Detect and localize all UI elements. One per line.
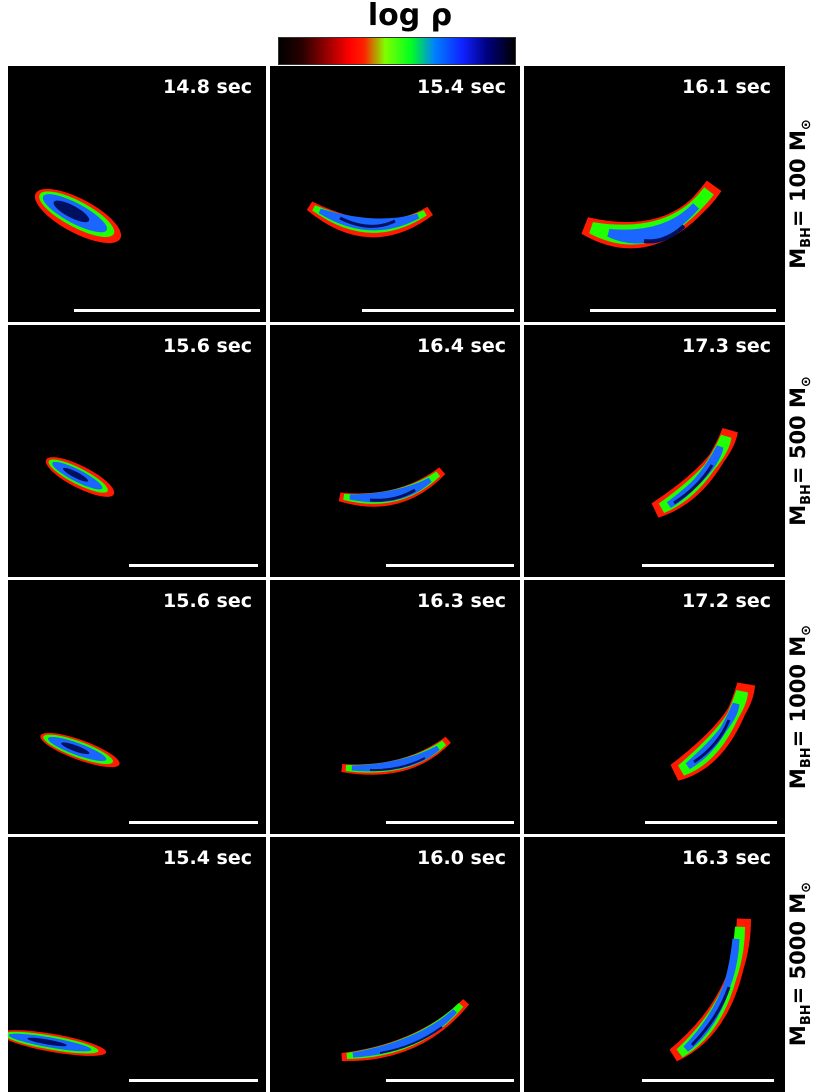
scale-bar [362, 309, 514, 312]
panel-r2c2: 17.2 sec [524, 580, 785, 834]
panel-time-label: 17.3 sec [682, 335, 771, 357]
panel-time-label: 16.1 sec [682, 76, 771, 98]
scale-bar [129, 1079, 258, 1082]
panel-grid: 14.8 sec 15.4 sec 16.1 sec [0, 66, 785, 1092]
density-blob [338, 467, 446, 507]
density-blob [341, 999, 470, 1062]
panel-r2c0: 15.6 sec [8, 580, 266, 834]
panel-time-label: 15.6 sec [163, 335, 252, 357]
scale-bar [590, 309, 776, 312]
panel-time-label: 15.4 sec [417, 76, 506, 98]
panel-r1c2: 17.3 sec [524, 325, 785, 577]
density-blob [45, 457, 115, 497]
density-blob [34, 188, 122, 244]
scale-bar [645, 821, 777, 824]
scale-bar [74, 309, 260, 312]
panel-r3c1: 16.0 sec [270, 837, 520, 1092]
density-blob [669, 918, 751, 1062]
panel-time-label: 14.8 sec [163, 76, 252, 98]
colorbar-gradient [278, 37, 516, 65]
panel-r0c1: 15.4 sec [270, 66, 520, 322]
panel-r3c0: 15.4 sec [8, 837, 266, 1092]
panel-time-label: 15.6 sec [163, 590, 252, 612]
panel-r3c2: 16.3 sec [524, 837, 785, 1092]
panel-time-label: 16.3 sec [417, 590, 506, 612]
panel-r0c2: 16.1 sec [524, 66, 785, 322]
scale-bar [129, 821, 258, 824]
scale-bar [386, 1079, 514, 1082]
panel-time-label: 16.4 sec [417, 335, 506, 357]
panel-r1c1: 16.4 sec [270, 325, 520, 577]
density-blob [670, 682, 755, 781]
density-blob [40, 732, 120, 768]
panel-r0c0: 14.8 sec [8, 66, 266, 322]
density-blob [581, 180, 722, 249]
panel-time-label: 16.0 sec [417, 847, 506, 869]
panel-r2c1: 16.3 sec [270, 580, 520, 834]
density-blob [8, 1030, 107, 1056]
density-blob [306, 201, 433, 238]
colorbar-title: log ρ [367, 0, 453, 33]
scale-bar [386, 821, 514, 824]
scale-bar [642, 564, 774, 567]
panel-time-label: 15.4 sec [163, 847, 252, 869]
scale-bar [129, 564, 258, 567]
scale-bar [642, 1079, 774, 1082]
panel-time-label: 17.2 sec [682, 590, 771, 612]
scale-bar [386, 564, 514, 567]
density-blob [651, 427, 738, 518]
panel-r1c0: 15.6 sec [8, 325, 266, 577]
density-blob [341, 736, 451, 775]
panel-time-label: 16.3 sec [682, 847, 771, 869]
